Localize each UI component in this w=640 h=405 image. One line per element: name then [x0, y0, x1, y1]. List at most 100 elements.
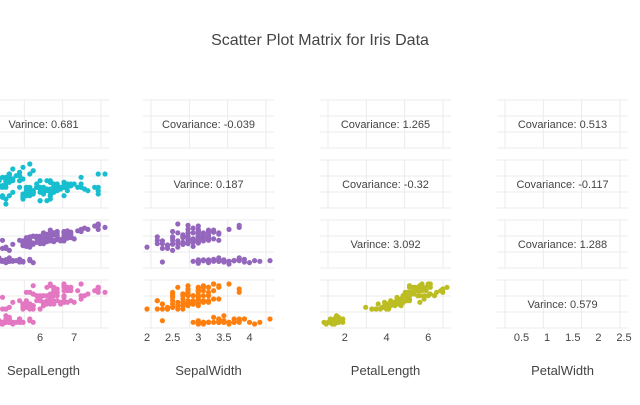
data-point: [61, 184, 67, 190]
data-point: [200, 293, 206, 299]
data-point: [211, 258, 217, 264]
data-point: [267, 258, 273, 264]
data-point: [200, 284, 206, 290]
data-point: [95, 184, 101, 190]
matrix-cell: [143, 99, 274, 149]
data-point: [195, 293, 201, 299]
data-point: [190, 293, 196, 299]
cell-annotation: Covariance: -0.117: [516, 179, 608, 191]
data-point: [190, 258, 196, 264]
data-point: [406, 298, 413, 304]
data-point: [200, 298, 206, 304]
data-point: [34, 233, 40, 239]
data-point: [190, 319, 196, 325]
data-point: [444, 284, 450, 290]
data-point: [390, 301, 396, 307]
data-point: [195, 239, 201, 245]
data-point: [190, 239, 196, 245]
x-axis-label: SepalWidth: [175, 363, 241, 378]
data-point: [185, 286, 191, 292]
data-point: [417, 299, 423, 305]
data-point: [231, 319, 237, 325]
data-point: [27, 301, 33, 307]
data-point: [78, 228, 84, 235]
data-point: [44, 178, 50, 184]
data-point: [10, 189, 16, 195]
data-point: [252, 321, 258, 327]
data-point: [54, 289, 60, 295]
data-point: [170, 234, 176, 240]
data-point: [0, 258, 2, 264]
data-point: [40, 299, 47, 305]
data-point: [170, 304, 176, 310]
x-tick-label: 2: [595, 332, 601, 344]
x-tick-label: 6: [37, 332, 43, 344]
data-point: [159, 306, 165, 312]
data-point: [61, 193, 67, 199]
data-point: [17, 184, 23, 190]
data-point: [85, 291, 91, 297]
chart-title: Scatter Plot Matrix for Iris Data: [211, 32, 429, 49]
data-point: [221, 313, 227, 319]
data-point: [211, 288, 217, 294]
data-point: [85, 226, 91, 232]
data-point: [37, 198, 43, 204]
data-point: [226, 226, 232, 232]
data-point: [421, 296, 427, 302]
data-point: [246, 260, 253, 266]
data-point: [159, 259, 165, 265]
data-point: [205, 298, 212, 304]
matrix-cell: [0, 99, 109, 149]
x-tick-label: 3: [195, 332, 201, 344]
data-point: [434, 289, 440, 295]
data-point: [246, 319, 253, 325]
data-point: [190, 230, 196, 236]
data-point: [221, 257, 227, 263]
data-point: [175, 221, 181, 227]
x-axis-label: PetalWidth: [531, 363, 594, 378]
matrix-cell: [320, 99, 451, 149]
data-point: [340, 316, 346, 322]
x-axis-labels: 6 7 SepalLength 2 2.5 3 3.5 4 SepalWidth 2 4 6 Petal…: [7, 332, 632, 378]
x-tick-label: 2: [342, 332, 348, 344]
data-point: [3, 196, 9, 202]
data-point: [205, 319, 212, 325]
data-point: [226, 258, 232, 264]
data-point: [95, 171, 101, 177]
matrix-cell: [143, 159, 274, 209]
data-point: [185, 222, 191, 228]
data-point: [427, 291, 433, 297]
data-point: [205, 228, 212, 234]
data-point: [386, 301, 392, 307]
data-point: [20, 319, 26, 325]
data-point: [3, 319, 9, 325]
scatter-series: [0, 161, 108, 207]
matrix-cell: [497, 99, 628, 149]
data-point: [0, 318, 2, 324]
data-point: [170, 228, 176, 235]
data-point: [190, 225, 196, 231]
data-point: [61, 298, 67, 304]
data-point: [54, 232, 60, 239]
data-point: [216, 237, 222, 243]
data-point: [13, 173, 19, 179]
data-point: [0, 294, 6, 300]
x-axis-label: SepalLength: [7, 363, 80, 378]
data-point: [377, 306, 383, 312]
data-point: [78, 281, 84, 287]
data-point: [0, 184, 2, 190]
data-point: [144, 306, 150, 312]
data-point: [180, 301, 186, 307]
data-point: [37, 306, 43, 312]
data-point: [102, 224, 108, 230]
data-point: [47, 193, 53, 199]
matrix-cell: [320, 159, 451, 209]
data-point: [40, 191, 47, 197]
scatter-series: [0, 281, 108, 327]
data-point: [257, 319, 263, 325]
data-point: [13, 258, 19, 264]
data-point: [175, 284, 181, 290]
data-point: [396, 299, 402, 305]
